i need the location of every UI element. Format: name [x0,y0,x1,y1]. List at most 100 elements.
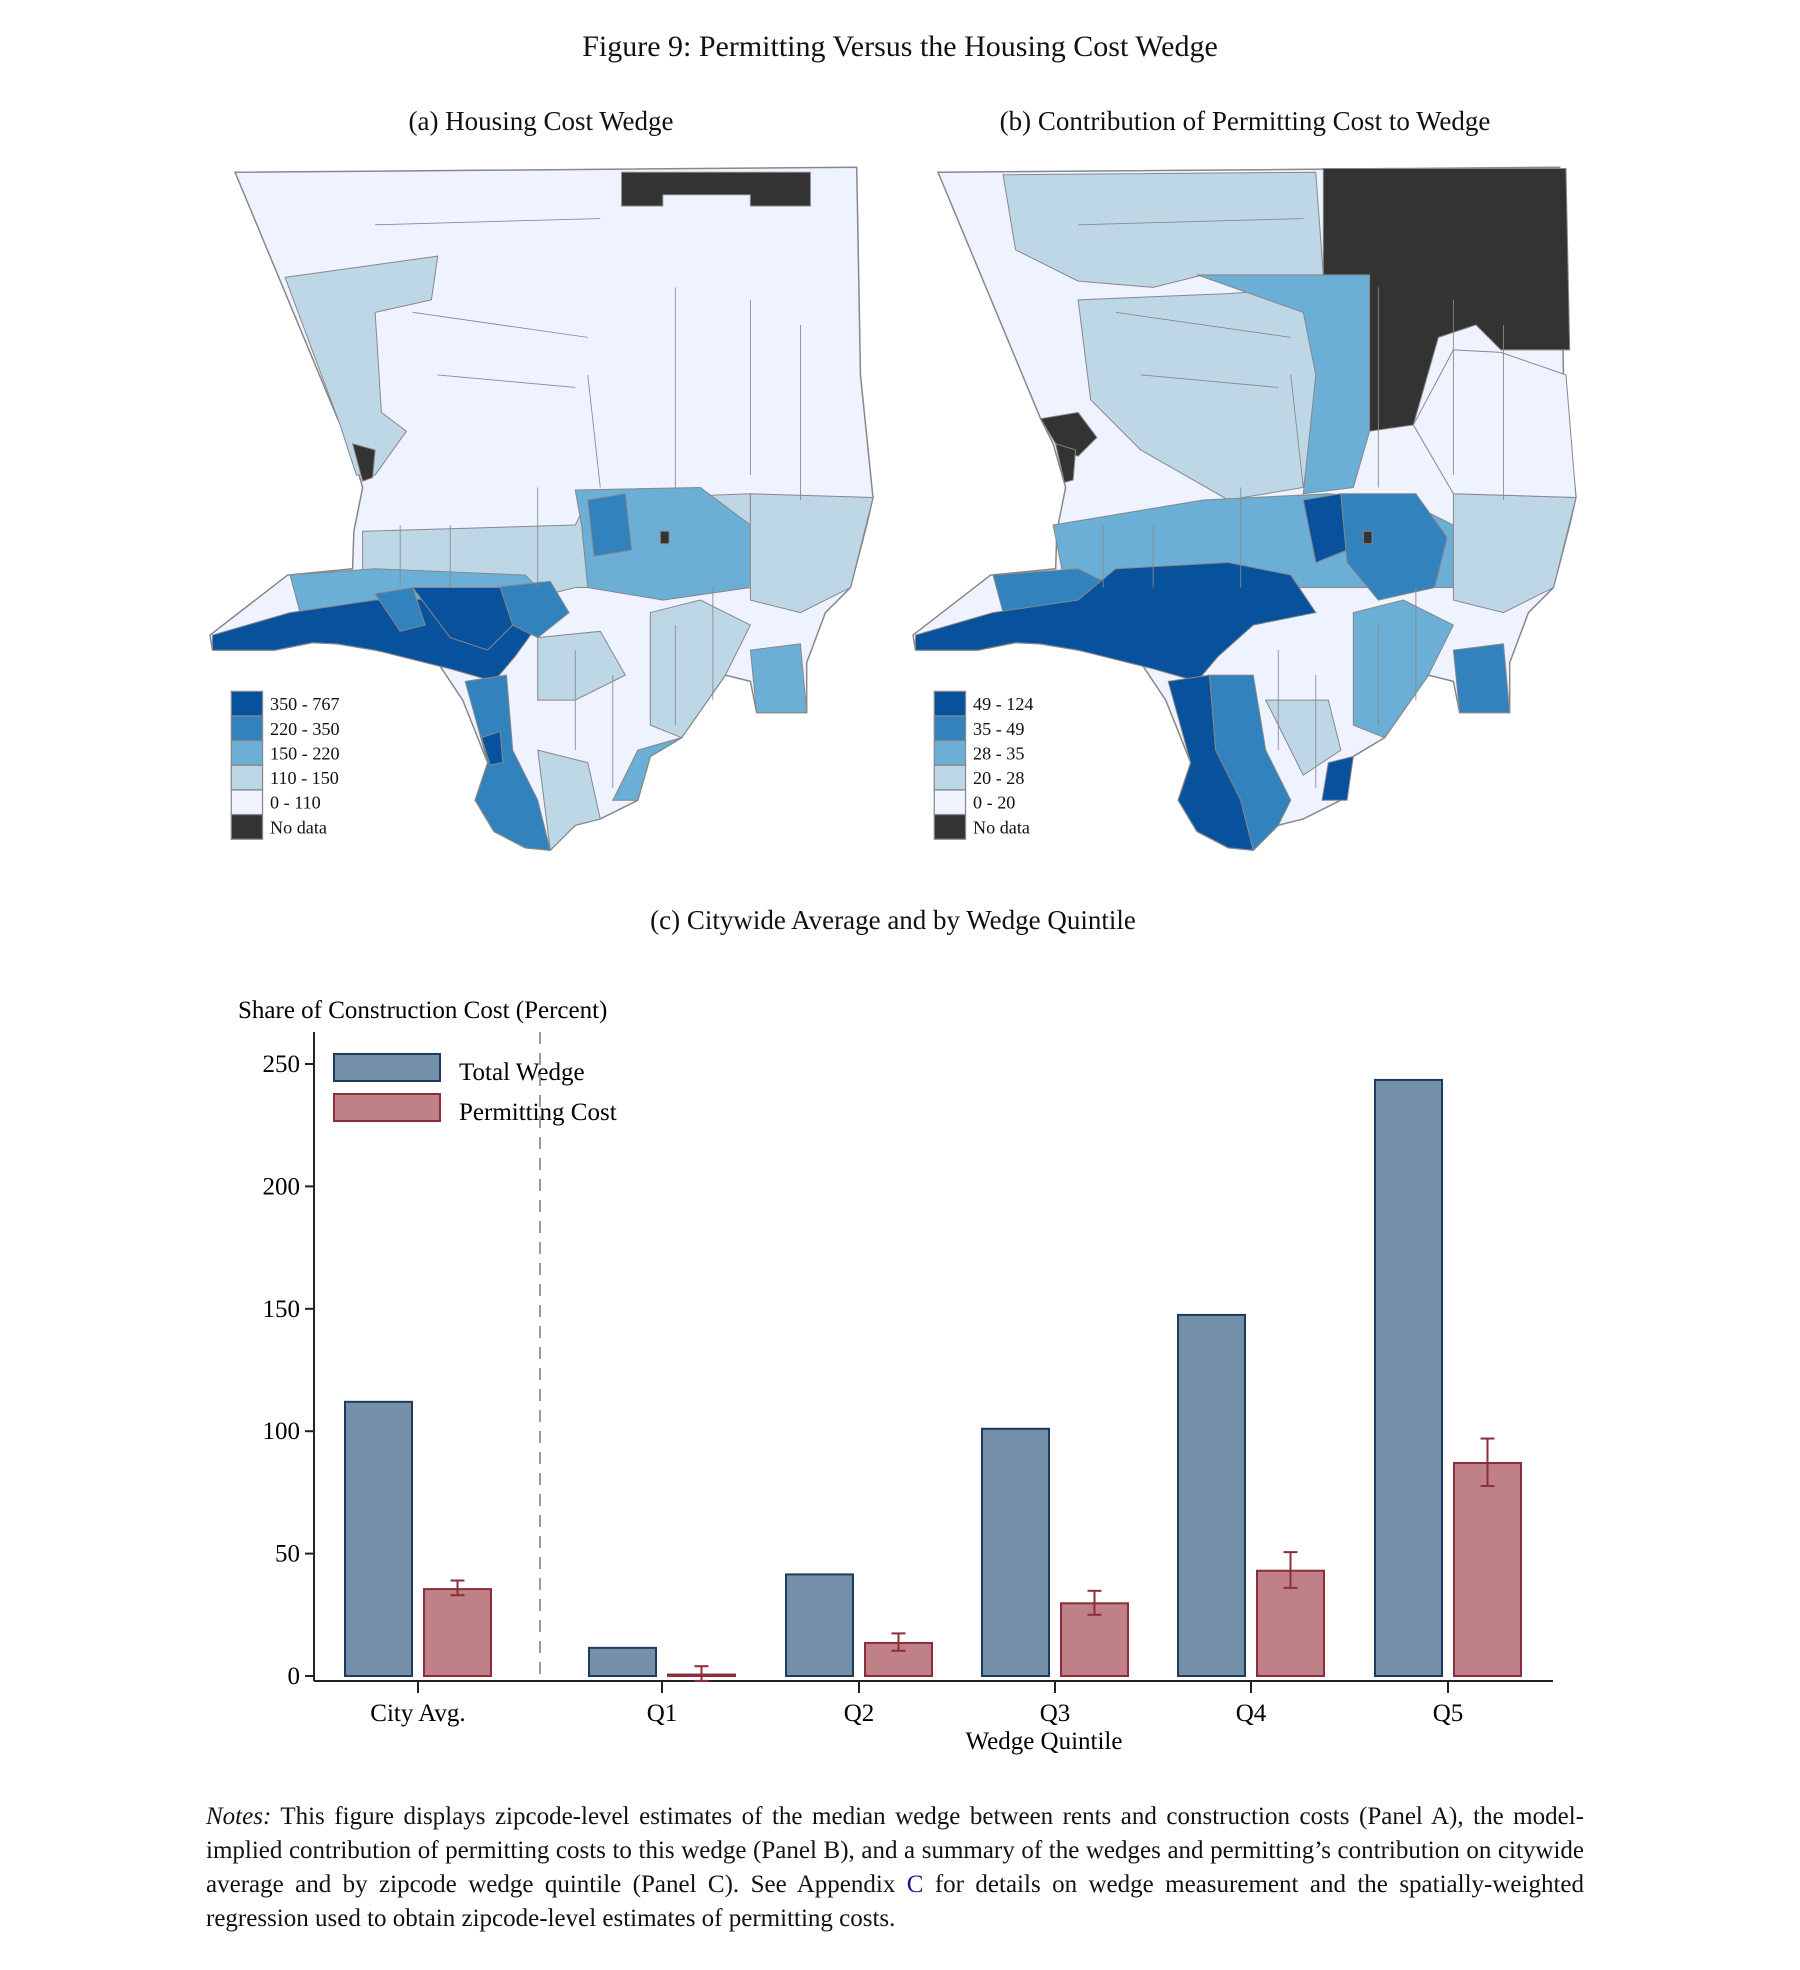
panel-a-title: (a) Housing Cost Wedge [408,106,674,136]
bar-total-wedge [1177,1313,1246,1678]
error-bar [1087,1589,1102,1616]
x-tick-label: Q2 [844,1700,875,1727]
bar-total-wedge [981,1427,1050,1677]
zipcode-boundary [1140,374,1279,388]
y-tick-label: 0 [288,1663,301,1690]
zipcode-region [621,171,811,207]
zipcode-region [587,493,633,557]
zipcode-regions [915,168,1577,852]
legend-label: 110 - 150 [270,768,339,788]
zipcode-boundary [412,311,588,338]
zipcode-region [374,586,426,632]
y-tick-label: 150 [263,1296,301,1323]
x-tick-label: City Avg. [370,1700,465,1727]
y-tick-label: 100 [263,1418,301,1445]
x-tick-label: Q4 [1236,1700,1267,1727]
legend-label: No data [270,817,327,837]
legend-label: 28 - 35 [973,743,1024,763]
legend-label-total-wedge: Total Wedge [459,1059,585,1086]
legend-swatch [230,740,264,766]
legend-swatch-permitting-cost [333,1093,441,1122]
error-bar [891,1632,906,1652]
legend-swatch [230,764,264,791]
zipcode-boundary [1290,374,1304,488]
zipcode-boundary [375,218,601,226]
zipcode-region [1264,699,1342,776]
zipcode-region [464,674,551,851]
bar-total-wedge [588,1646,657,1678]
x-tick-label: Q5 [1433,1700,1464,1727]
zipcode-region [1362,530,1373,545]
legend-swatch-total-wedge [333,1053,441,1082]
zipcode-region [1321,755,1354,801]
error-bar [694,1665,709,1682]
zipcode-regions [212,171,874,852]
legend-label: 220 - 350 [270,719,339,739]
zipcode-region [537,630,627,701]
legend-swatch [933,764,967,791]
map-legend: 49 - 124 35 - 49 28 - 35 20 - 28 0 - 20 No da… [933,690,1033,840]
zipcode-boundary [1115,311,1291,338]
map-permitting-contribution: 49 - 124 35 - 49 28 - 35 20 - 28 0 - 20 No da… [912,166,1577,852]
legend-label: 0 - 110 [270,793,321,813]
zipcode-boundary [587,374,601,488]
chart-legend: Total Wedge Permitting Cost [333,1053,617,1126]
zipcode-region [1054,442,1077,484]
zipcode-region [537,749,601,852]
bar-total-wedge [344,1400,413,1677]
zipcode-boundary [1078,218,1304,226]
legend-swatch [933,813,967,840]
figure-title: Figure 9: Permitting Versus the Housing … [582,30,1218,63]
zipcode-region [1452,493,1577,614]
legend-swatch [230,690,264,717]
legend-swatch [230,789,264,816]
y-axis-title: Share of Construction Cost (Percent) [238,997,607,1024]
legend-swatch [933,740,967,766]
y-tick-label: 50 [275,1541,300,1568]
legend-label: 35 - 49 [973,719,1024,739]
map-legend: 350 - 767 220 - 350 150 - 220 110 - 150 0 - … [230,690,340,840]
legend-swatch [933,789,967,816]
zipcode-boundary [437,374,576,388]
legend-swatch [230,813,264,840]
zipcode-region [749,493,874,614]
bar-total-wedge [785,1573,854,1677]
legend-label: 20 - 28 [973,768,1024,788]
zipcode-region [1340,493,1448,601]
appendix-link[interactable]: C [906,1871,924,1898]
zipcode-region [659,530,670,545]
map-housing-cost-wedge: 350 - 767 220 - 350 150 - 220 110 - 150 0 - … [209,166,874,852]
x-tick-label: Q1 [647,1700,678,1727]
error-bar [1480,1437,1495,1488]
figure-notes: Notes: This figure displays zipcode-leve… [206,1800,1584,1936]
legend-swatch [933,690,967,717]
x-axis-title: Wedge Quintile [966,1728,1123,1755]
bar-total-wedge [1374,1078,1443,1677]
y-tick-label: 200 [263,1173,301,1200]
zipcode-region [351,442,376,482]
zipcode-region [611,737,682,801]
legend-label-permitting-cost: Permitting Cost [459,1099,617,1126]
y-tick-label: 250 [263,1051,301,1078]
x-tick-label: Q3 [1040,1700,1071,1727]
bar-permitting-cost [423,1588,492,1677]
error-bar [450,1579,465,1597]
notes-text: This figure displays zipcode-level estim… [206,1803,1584,1898]
legend-swatch [230,715,264,742]
bar-chart: Share of Construction Cost (Percent) Wed… [238,997,1553,1755]
legend-label: 0 - 20 [973,793,1015,813]
legend-label: 350 - 767 [270,694,339,714]
legend-label: 49 - 124 [973,694,1033,714]
error-bar [1283,1551,1298,1589]
zipcode-region [411,587,514,651]
legend-swatch [933,715,967,742]
notes-text-end: for details on wedge measurement and the… [206,1871,1584,1932]
bar-permitting-cost [1453,1462,1522,1678]
panel-c-title: (c) Citywide Average and by Wedge Quinti… [650,905,1136,935]
zipcode-region [1452,643,1511,714]
zipcode-region [749,643,808,714]
zipcode-region [1208,674,1292,852]
legend-label: No data [973,817,1030,837]
zipcode-region [1322,168,1571,432]
panel-b-title: (b) Contribution of Permitting Cost to W… [999,106,1491,136]
